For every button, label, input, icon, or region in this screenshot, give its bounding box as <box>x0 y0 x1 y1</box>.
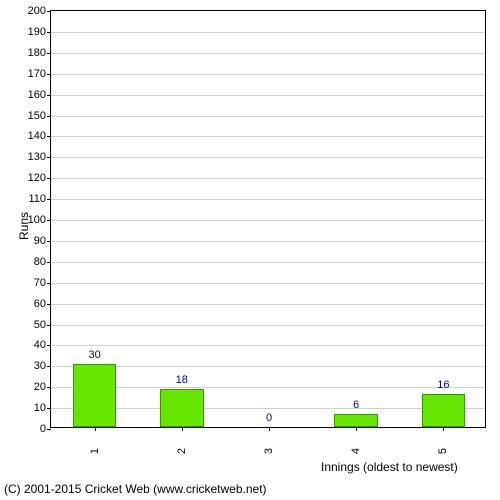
y-tick-label: 60 <box>34 298 46 310</box>
bar <box>334 414 378 427</box>
y-tick-label: 80 <box>34 256 46 268</box>
y-axis-label: Runs <box>17 212 31 240</box>
grid-line <box>51 283 485 284</box>
bar-value-label: 0 <box>266 412 272 424</box>
bar-value-label: 18 <box>176 374 188 386</box>
y-tick-mark <box>47 408 51 409</box>
bar <box>73 364 117 427</box>
copyright-footer: (C) 2001-2015 Cricket Web (www.cricketwe… <box>4 482 267 496</box>
grid-line <box>51 116 485 117</box>
grid-line <box>51 157 485 158</box>
x-tick-label: 3 <box>263 448 275 454</box>
grid-line <box>51 136 485 137</box>
y-tick-mark <box>47 220 51 221</box>
grid-line <box>51 304 485 305</box>
y-tick-label: 20 <box>34 381 46 393</box>
y-tick-mark <box>47 387 51 388</box>
x-tick-mark <box>356 427 357 431</box>
x-tick-mark <box>182 427 183 431</box>
chart-container: 0102030405060708090100110120130140150160… <box>0 0 500 500</box>
x-tick-label: 1 <box>89 448 101 454</box>
grid-line <box>51 262 485 263</box>
bar-value-label: 16 <box>437 379 449 391</box>
y-tick-mark <box>47 366 51 367</box>
bar <box>160 389 204 427</box>
y-tick-label: 40 <box>34 339 46 351</box>
y-tick-mark <box>47 116 51 117</box>
x-tick-mark <box>443 427 444 431</box>
y-tick-mark <box>47 53 51 54</box>
y-tick-label: 180 <box>28 47 46 59</box>
x-tick-mark <box>95 427 96 431</box>
x-tick-mark <box>269 427 270 431</box>
y-tick-mark <box>47 429 51 430</box>
grid-line <box>51 241 485 242</box>
grid-line <box>51 95 485 96</box>
y-tick-label: 50 <box>34 319 46 331</box>
x-tick-label: 5 <box>437 448 449 454</box>
y-tick-label: 140 <box>28 130 46 142</box>
y-tick-mark <box>47 199 51 200</box>
y-tick-mark <box>47 178 51 179</box>
y-tick-mark <box>47 32 51 33</box>
grid-line <box>51 345 485 346</box>
y-tick-label: 190 <box>28 26 46 38</box>
bar-value-label: 30 <box>88 349 100 361</box>
y-tick-label: 0 <box>40 423 46 435</box>
grid-line <box>51 74 485 75</box>
y-tick-mark <box>47 136 51 137</box>
y-tick-label: 170 <box>28 68 46 80</box>
y-tick-label: 120 <box>28 172 46 184</box>
y-tick-mark <box>47 11 51 12</box>
y-tick-mark <box>47 157 51 158</box>
x-tick-label: 4 <box>350 448 362 454</box>
y-tick-label: 150 <box>28 110 46 122</box>
grid-line <box>51 53 485 54</box>
y-tick-label: 200 <box>28 5 46 17</box>
y-tick-label: 90 <box>34 235 46 247</box>
y-tick-mark <box>47 325 51 326</box>
grid-line <box>51 32 485 33</box>
y-tick-mark <box>47 304 51 305</box>
y-tick-label: 160 <box>28 89 46 101</box>
x-tick-label: 2 <box>176 448 188 454</box>
y-tick-label: 30 <box>34 360 46 372</box>
grid-line <box>51 178 485 179</box>
bar <box>422 394 466 427</box>
y-tick-label: 110 <box>28 193 46 205</box>
grid-line <box>51 199 485 200</box>
y-tick-mark <box>47 241 51 242</box>
grid-line <box>51 325 485 326</box>
y-tick-mark <box>47 74 51 75</box>
grid-line <box>51 220 485 221</box>
y-tick-mark <box>47 345 51 346</box>
y-tick-mark <box>47 262 51 263</box>
y-tick-mark <box>47 95 51 96</box>
bar-value-label: 6 <box>353 399 359 411</box>
y-tick-label: 10 <box>34 402 46 414</box>
plot-area: 0102030405060708090100110120130140150160… <box>50 10 486 428</box>
y-tick-mark <box>47 283 51 284</box>
y-tick-label: 70 <box>34 277 46 289</box>
x-axis-label: Innings (oldest to newest) <box>321 460 458 474</box>
y-tick-label: 130 <box>28 151 46 163</box>
